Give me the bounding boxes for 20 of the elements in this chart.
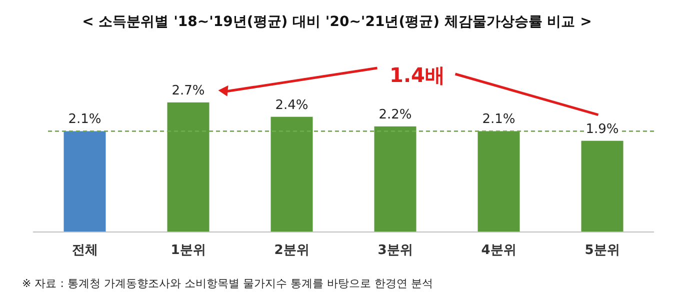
x-tick-label: 5분위 [584, 243, 620, 258]
chart-title: < 소득분위별 '18~'19년(평균) 대비 '20~'21년(평균) 체감물가상승률 비교 > [82, 14, 592, 30]
bar [64, 131, 106, 232]
data-label: 2.7% [172, 83, 205, 98]
x-tick-label: 3분위 [378, 243, 413, 258]
bar [478, 131, 520, 232]
x-tick-label: 전체 [72, 243, 98, 258]
bar [270, 116, 313, 232]
data-label: 2.1% [68, 112, 102, 128]
x-tick-label: 2분위 [274, 243, 310, 258]
data-label: 2.1% [482, 112, 516, 128]
text: 1.4배 [390, 63, 445, 87]
bar [581, 140, 624, 232]
x-tick-label: 1분위 [170, 243, 206, 258]
data-label: 2.4% [275, 98, 308, 113]
data-label: 2.2% [378, 107, 412, 122]
text: ※ 자료 : 통계청 가계동향조사와 소비항목별 물가지수 통계를 바탕으로 한경연 분석 [22, 277, 433, 290]
bar [374, 126, 416, 232]
x-tick-label: 4분위 [481, 243, 516, 258]
bar [167, 102, 210, 232]
